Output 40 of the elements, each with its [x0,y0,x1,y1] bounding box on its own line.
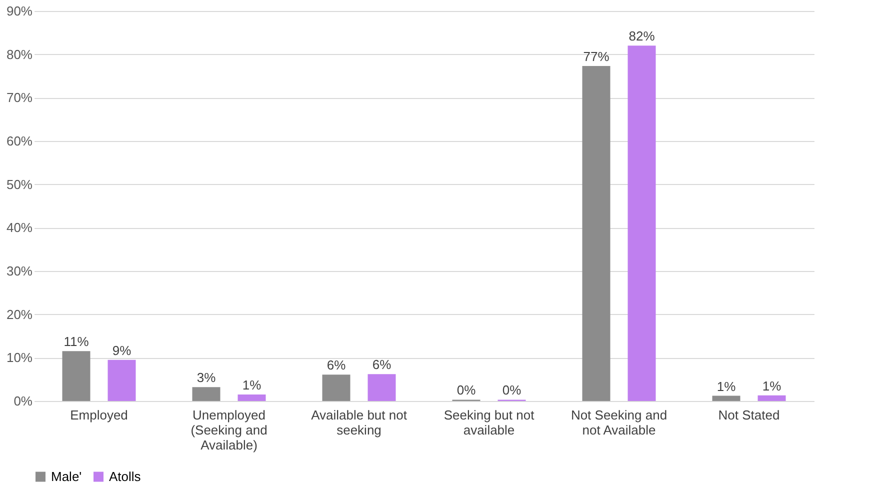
bar [758,395,786,401]
bar [62,351,90,401]
data-label: 1% [242,378,262,392]
y-tick-label: 70% [6,90,33,106]
y-tick-label: 50% [6,176,33,192]
data-label: 6% [372,357,392,372]
bar [582,66,610,401]
y-tick-label: 30% [6,264,33,278]
x-tick-label: Unemployed (Seeking and Available) [190,408,268,452]
data-label: 11% [64,334,90,350]
bar [108,360,136,401]
x-tick-label: Available but not seeking [311,408,408,438]
y-tick-label: 90% [6,4,33,18]
bar [368,374,396,401]
x-tick-label: Not Stated [718,408,780,422]
data-label: 77% [583,49,610,64]
y-tick-label: 80% [6,46,33,62]
data-label: 3% [196,370,216,386]
legend-label: Male' [51,468,82,484]
data-label: 1% [762,378,782,394]
data-label: 6% [326,358,346,373]
y-tick-label: 40% [6,220,33,236]
x-tick-label: Not Seeking and not Available [570,408,668,438]
data-label: 9% [112,342,132,358]
y-tick-label: 20% [6,306,33,322]
data-label: 0% [502,382,522,398]
x-tick-label: Seeking but not available [444,408,535,438]
bar [628,46,656,401]
data-label: 0% [456,382,476,398]
data-label: 82% [628,28,656,44]
data-label: 1% [716,378,736,394]
y-tick-label: 60% [6,134,33,148]
y-tick-label: 10% [6,350,33,366]
bar [712,396,740,401]
bar [192,387,220,401]
y-tick-label: 0% [14,394,33,408]
x-tick-label: Employed [70,408,128,422]
legend-label: Atolls [109,468,142,484]
bar [322,374,350,401]
bar [238,394,266,401]
